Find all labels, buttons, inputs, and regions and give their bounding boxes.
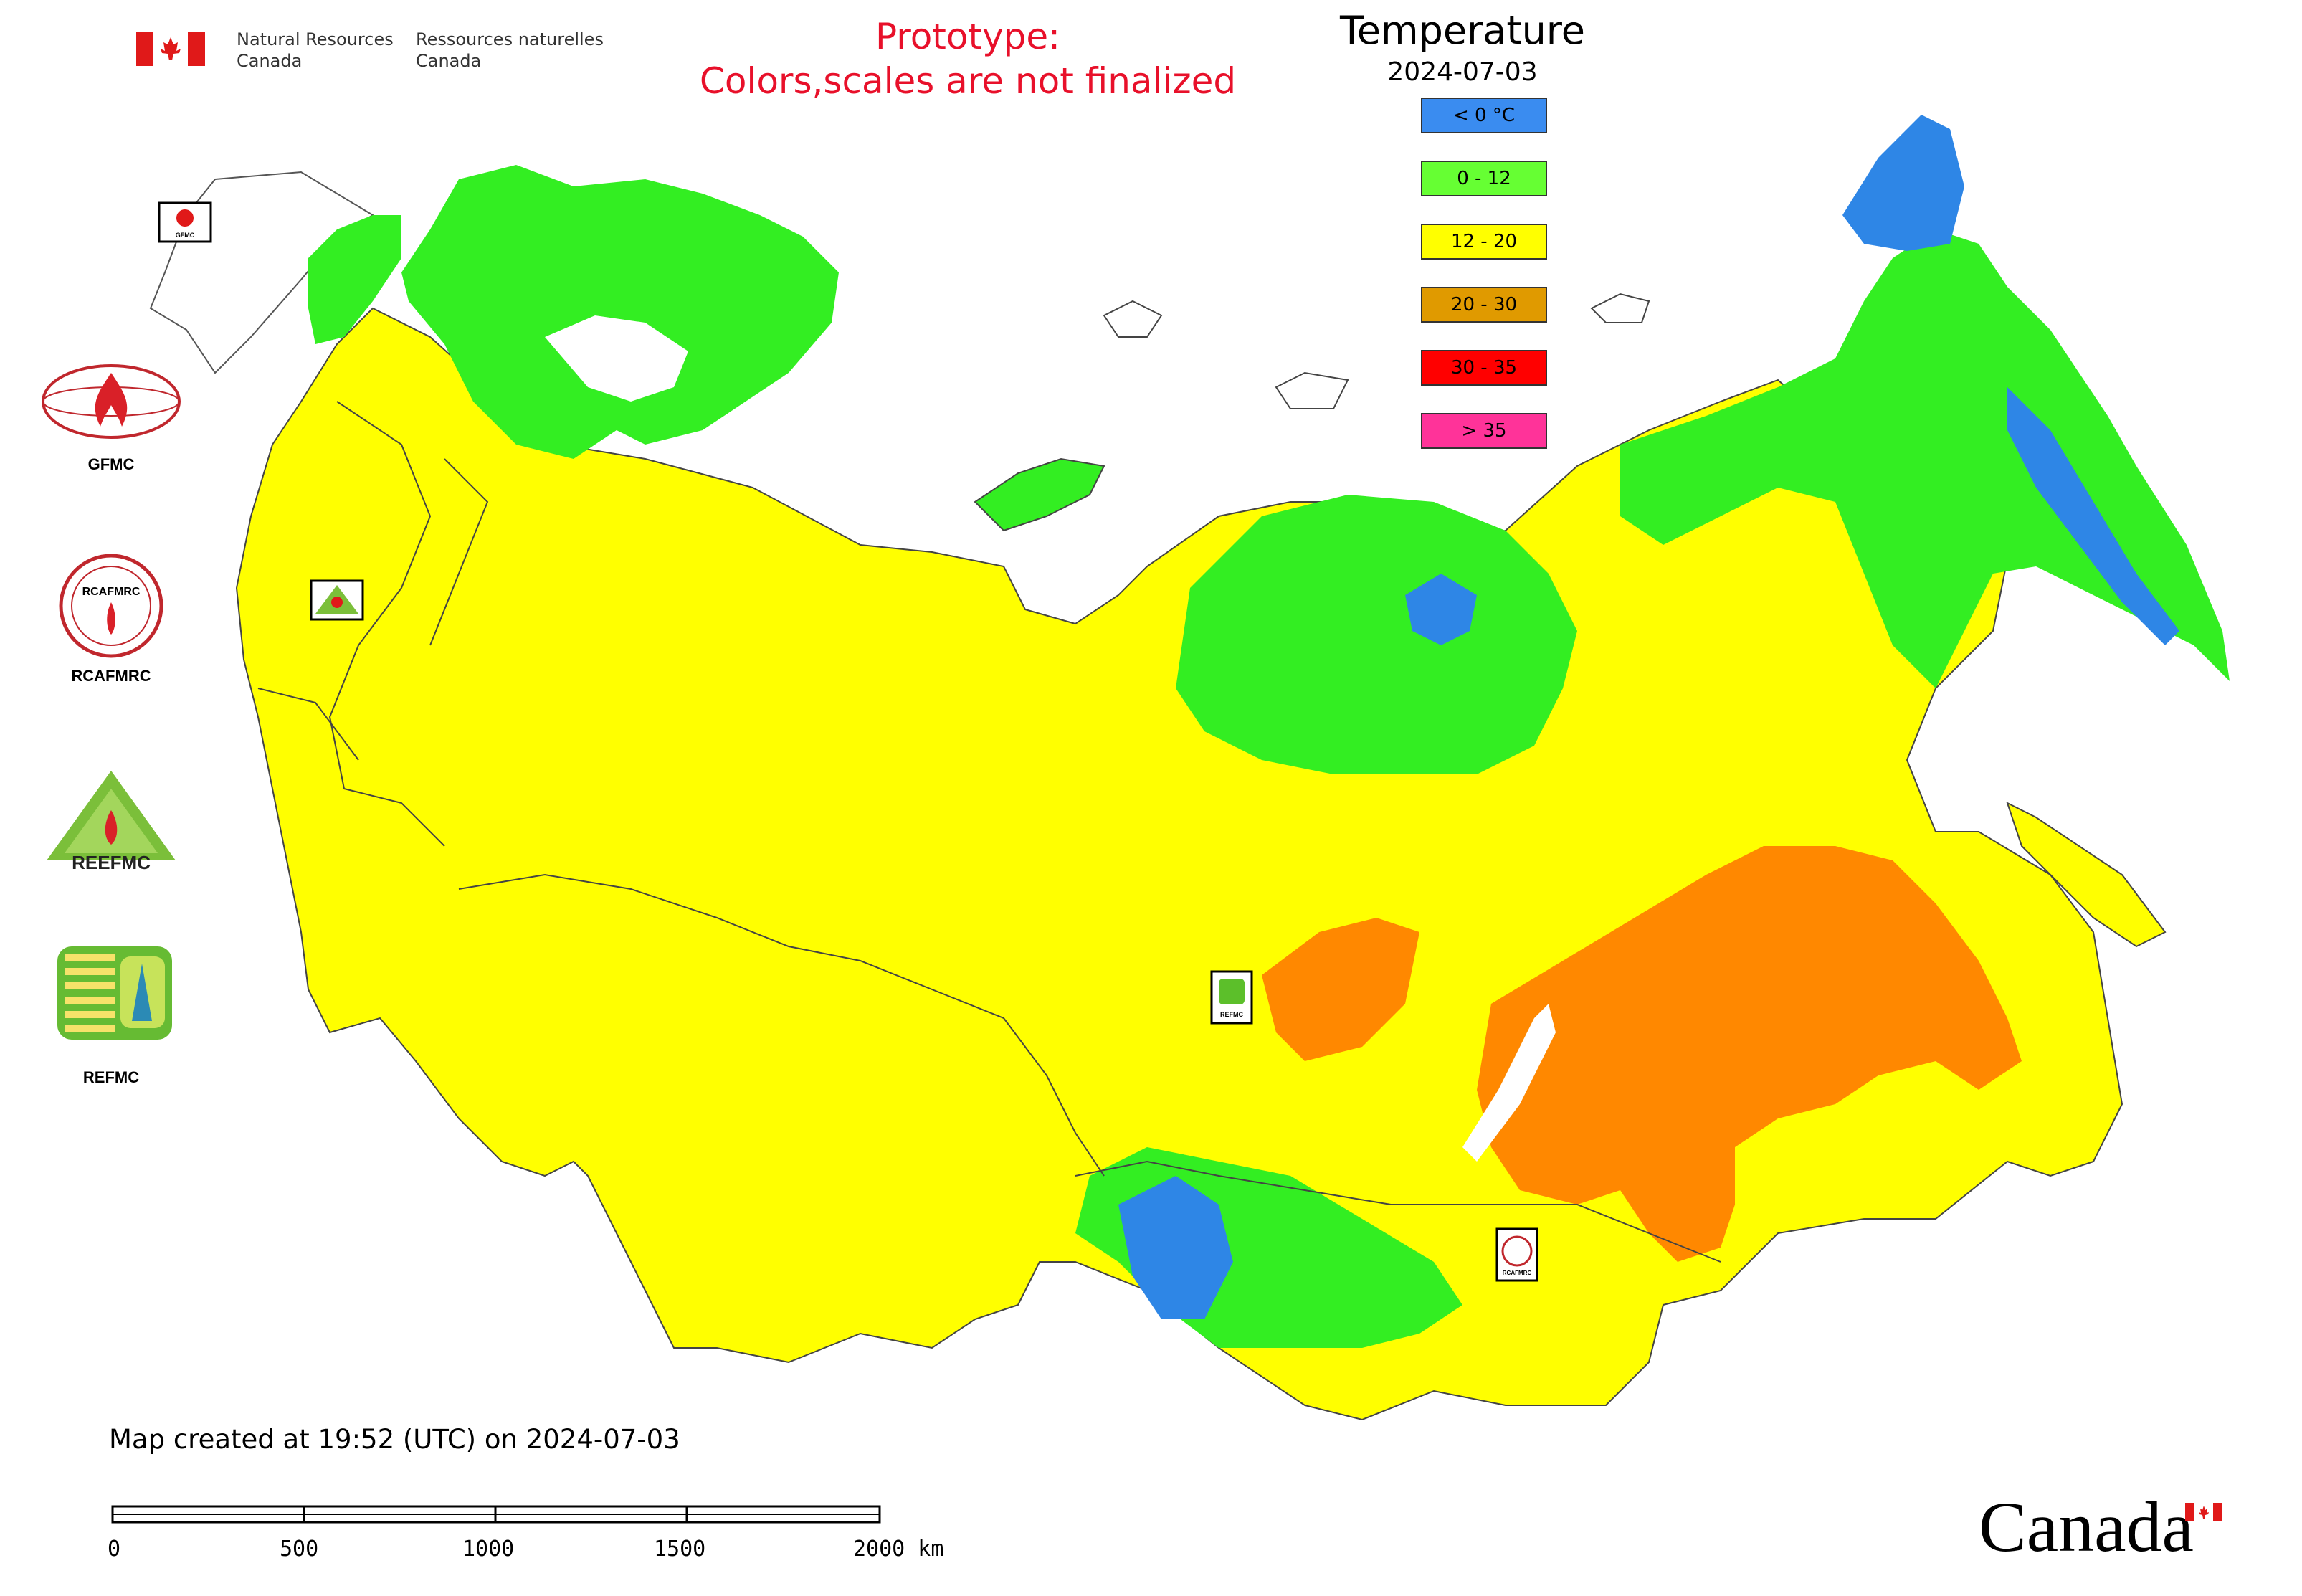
refmc-logo-icon [57,946,172,1040]
department-fr-line2: Canada [416,51,482,71]
white-sea [545,315,688,402]
prototype-notice: Prototype: Colors,scales are not finaliz… [660,14,1276,103]
prototype-line2: Colors,scales are not finalized [699,60,1237,102]
zone-cool-northeast [1620,229,2230,688]
legend-title: Temperature [1339,8,1586,53]
map-created-note: Map created at 19:52 (UTC) on 2024-07-03 [109,1424,680,1455]
legend-class-12-20: 12 - 20 [1421,224,1547,260]
wordmark-flag-icon [2185,1503,2222,1521]
centre-marker-rcafmrc[interactable]: RCAFMRC [1495,1227,1538,1282]
svg-text:GFMC: GFMC [176,232,195,239]
rcafmrc-logo-icon: RCAFMRC [59,554,163,658]
partner-label-rcafmrc: RCAFMRC [71,667,151,685]
partner-gfmc[interactable]: GFMC [29,362,194,491]
centre-marker-refmc[interactable]: REFMC [1210,970,1253,1025]
border-mongolia [1075,1160,1721,1263]
partner-reefmc[interactable]: REEFMC [29,767,194,882]
partner-refmc[interactable]: REFMC [29,946,194,1090]
zone-cold-taymyr [1405,574,1477,645]
zone-cold-central-asia-mountains [1118,1176,1233,1319]
svg-text:RCAFMRC: RCAFMRC [1503,1270,1532,1276]
department-name-english: Natural Resources Canada [237,29,394,72]
canada-wordmark: Canada [1979,1487,2194,1567]
gfmc-logo-icon [42,364,181,439]
department-en-line2: Canada [237,51,303,71]
scale-bar: 0 500 1000 1500 2000 km [108,1502,968,1562]
prototype-line1: Prototype: [875,16,1061,57]
svg-text:REFMC: REFMC [1220,1011,1243,1018]
scale-tick-2000: 2000 km [853,1536,944,1562]
legend-class-above-35: > 35 [1421,413,1547,449]
legend-class-20-30: 20 - 30 [1421,287,1547,323]
lake-baikal [1462,1004,1556,1162]
border-kazakhstan [458,873,1105,1177]
partner-rcafmrc[interactable]: RCAFMRC RCAFMRC [29,552,194,688]
scale-tick-0: 0 [108,1536,121,1562]
legend-class-30-35: 30 - 35 [1421,350,1547,386]
novaya-zemlya [974,457,1105,532]
legend-date: 2024-07-03 [1387,57,1538,87]
border-western-countries [257,401,489,847]
government-signature: Natural Resources Canada Ressources natu… [136,29,609,79]
legend-class-0-12: 0 - 12 [1421,161,1547,196]
svg-text:REEFMC: REEFMC [72,852,151,873]
reefmc-logo-icon: REEFMC [47,771,176,873]
zone-cold-kamchatka [2007,387,2179,645]
legend-class-below-0: < 0 °C [1421,98,1547,133]
zone-cool-northwest [401,165,839,459]
partner-label-refmc: REFMC [82,1068,140,1086]
svg-text:RCAFMRC: RCAFMRC [82,586,141,598]
sakhalin [2006,802,2167,948]
scale-tick-1500: 1500 [654,1536,706,1562]
department-en-line1: Natural Resources [237,29,394,49]
department-fr-line1: Ressources naturelles [416,29,604,49]
canada-flag-icon [136,32,205,66]
zone-warm-krasnoyarsk [1262,918,1419,1061]
scale-bar-graphic [111,1505,881,1524]
zone-warm-baikal-transbaikal [1477,846,2022,1262]
centre-marker-reefmc[interactable] [310,579,364,621]
department-name-french: Ressources naturelles Canada [416,29,604,72]
zone-cool-central-siberia [1176,495,1577,774]
scale-tick-1000: 1000 [462,1536,515,1562]
arctic-islands [1103,293,1650,409]
partner-label-gfmc: GFMC [87,455,135,473]
centre-marker-gfmc[interactable]: GFMC [158,201,212,243]
scale-tick-500: 500 [280,1536,319,1562]
zone-cool-scandinavia [308,215,401,344]
zone-cold-chukotka [1842,115,1964,251]
